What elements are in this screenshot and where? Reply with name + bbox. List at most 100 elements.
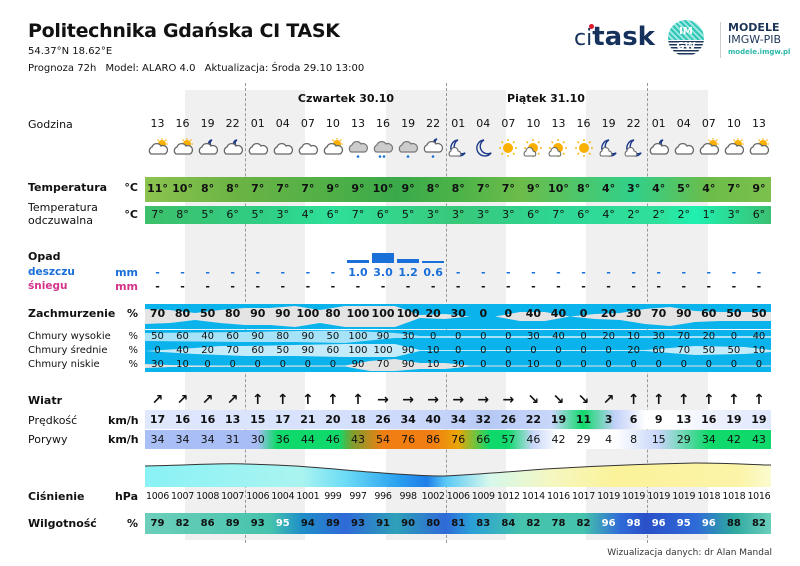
feels-like-cell: 7° xyxy=(552,208,565,221)
hour-cell: 13 xyxy=(751,117,766,130)
wind-speed-cell: 21 xyxy=(300,413,316,426)
cloud-high-unit: % xyxy=(128,331,138,342)
pressure-cell: 1007 xyxy=(221,491,245,502)
cloud-mid-cell: 40 xyxy=(176,345,189,356)
cloud-low-cell: 30 xyxy=(451,359,465,370)
feels-like-cell: 5° xyxy=(201,208,214,221)
pressure-cell: 1007 xyxy=(171,491,195,502)
temperature-cell: 10° xyxy=(172,182,193,195)
cloud-total-cell: 20 xyxy=(600,307,617,320)
humidity-cell: 94 xyxy=(300,518,315,529)
feels-like-cell: 6° xyxy=(527,208,540,221)
cloud-low-cell: 0 xyxy=(680,359,687,370)
pressure-cell: 1018 xyxy=(697,491,721,502)
rain-cell: - xyxy=(681,266,687,279)
sun-cloud-icon xyxy=(522,138,544,158)
partly-cloudy-day-icon xyxy=(322,138,344,158)
pressure-cell: 1017 xyxy=(572,491,595,502)
cloud-mid-cell: 10 xyxy=(426,345,440,356)
cloud-mid-cell: 70 xyxy=(226,345,240,356)
feels-like-cell: 8° xyxy=(176,208,189,221)
pressure-cell: 998 xyxy=(399,491,417,502)
feels-like-cell: 6° xyxy=(577,208,590,221)
rain-cell: - xyxy=(556,266,561,279)
wind-gusts-cell: 54 xyxy=(376,433,391,446)
cloud-low-cell: 0 xyxy=(755,359,763,370)
feels-like-label: Temperatura odczuwalna xyxy=(28,201,98,227)
rain-cell: 1.0 xyxy=(348,266,368,279)
sun-icon xyxy=(573,138,595,158)
partly-cloudy-night-icon xyxy=(648,138,670,158)
humidity-cell: 93 xyxy=(351,518,365,529)
wind-direction-arrow-icon: ↗ xyxy=(201,392,214,408)
pressure-cell: 1018 xyxy=(722,491,746,502)
feels-like-cell: 2° xyxy=(677,208,691,221)
temperature-cell: 7° xyxy=(301,182,315,195)
cloud-total-cell: 20 xyxy=(425,307,441,320)
cloud-mid-cell: 100 xyxy=(348,345,368,356)
wind-direction-arrow-icon: ↘ xyxy=(577,392,590,408)
wind-speed-cell: 13 xyxy=(225,413,241,426)
cloud-mid-cell: 0 xyxy=(580,345,587,356)
wind-direction-arrow-icon: ↗ xyxy=(176,392,189,408)
partly-cloudy-day-icon xyxy=(698,138,720,158)
feels-like-cell: 3° xyxy=(502,208,515,221)
cloud-high-cell: 0 xyxy=(730,331,738,342)
wind-gusts-cell: 34 xyxy=(150,433,165,446)
wind-gusts-cell: 46 xyxy=(325,433,340,446)
citask-logo: citask xyxy=(574,22,655,52)
hour-cell: 19 xyxy=(601,117,616,130)
cloud-cover-shape xyxy=(145,306,771,327)
cloud-total-cell: 40 xyxy=(550,307,567,320)
cloud-low-cell: 0 xyxy=(605,359,612,370)
cloud-high-cell: 10 xyxy=(627,331,640,342)
pressure-cell: 1019 xyxy=(647,491,671,502)
rain-bar xyxy=(422,261,445,263)
temperature-cell: 8° xyxy=(451,182,465,195)
cloud-high-cell: 60 xyxy=(226,331,240,342)
cloud-high-cell: 90 xyxy=(376,331,390,342)
cloud-low-cell: 0 xyxy=(705,359,712,370)
modele-logo: MODELE IMGW-PIB modele.imgw.pl xyxy=(720,22,790,58)
imgw-logo-top: IM xyxy=(679,26,693,37)
feels-like-cell: 2° xyxy=(627,208,640,221)
rain-cell: - xyxy=(531,266,536,279)
cloud-low-cell: 0 xyxy=(229,359,236,370)
cloud-mid-cell: 50 xyxy=(727,345,741,356)
temperature-cell: 11° xyxy=(147,182,168,195)
cloud-total-cell: 90 xyxy=(676,307,692,320)
temperature-unit: °C xyxy=(124,181,138,194)
wind-gusts-cell: 43 xyxy=(751,433,766,446)
temperature-cell: 7° xyxy=(251,182,265,195)
temperature-strip xyxy=(145,177,771,202)
coordinates: 54.37°N 18.62°E xyxy=(28,46,113,57)
snow-cell: - xyxy=(330,280,336,293)
wind-direction-arrow-icon: ↗ xyxy=(151,392,164,408)
rain-cloud-icon xyxy=(397,138,419,158)
logo-ci-text: ci xyxy=(574,26,593,51)
wind-direction-arrow-icon: ↘ xyxy=(527,392,540,408)
cloud-high-cell: 0 xyxy=(429,331,437,342)
cloud-mid-cell: 20 xyxy=(201,345,214,356)
rain-bar xyxy=(346,259,369,263)
wind-speed-cell: 34 xyxy=(400,413,416,426)
wind-speed-cell: 3 xyxy=(604,413,613,426)
hour-cell: 07 xyxy=(501,117,516,130)
humidity-cell: 84 xyxy=(501,518,516,529)
humidity-cell: 90 xyxy=(401,518,416,529)
wind-gusts-cell: 43 xyxy=(350,433,365,446)
wind-direction-arrow-icon: ↑ xyxy=(702,392,715,408)
rain-cell: - xyxy=(205,266,210,279)
cloud-high-cell: 40 xyxy=(552,331,565,342)
feels-like-cell: 6° xyxy=(226,208,239,221)
temperature-cell: 10° xyxy=(372,182,394,195)
rain-cell: - xyxy=(305,266,311,279)
wind-speed-cell: 18 xyxy=(350,413,366,426)
snow-cell: - xyxy=(255,280,261,293)
footer-credit: Wizualizacja danych: dr Alan Mandal xyxy=(607,548,772,558)
cloud-total-cell: 70 xyxy=(149,307,166,320)
partly-cloudy-day-icon xyxy=(172,138,194,158)
modele-title: MODELE xyxy=(728,21,780,34)
temperature-cell: 4° xyxy=(702,182,716,195)
snow-cell: - xyxy=(656,280,661,293)
